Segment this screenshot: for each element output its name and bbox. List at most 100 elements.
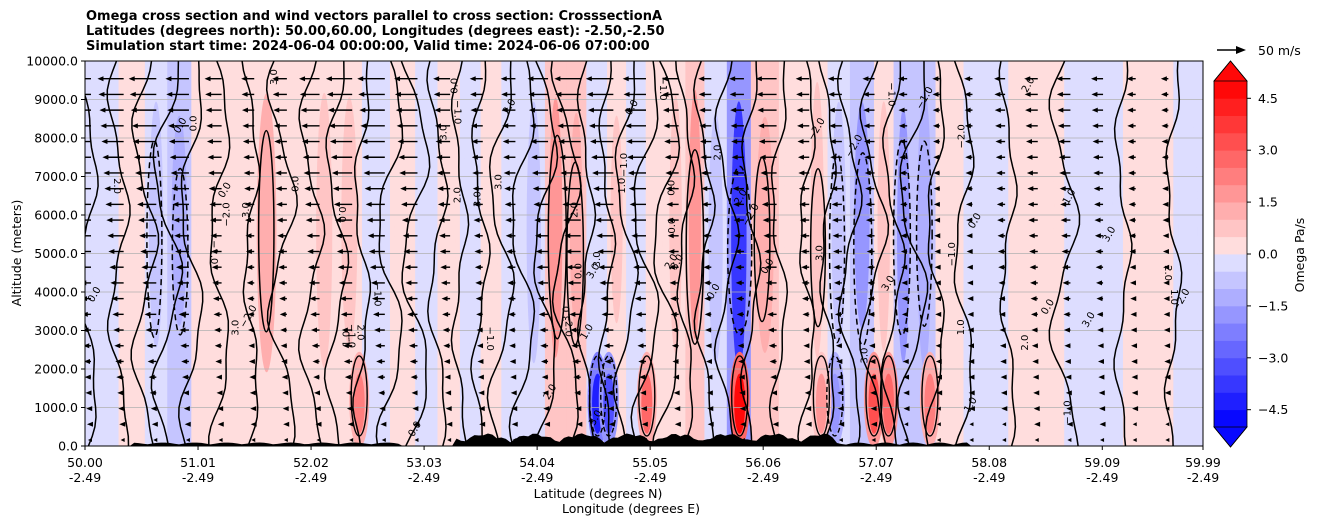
- wind-vector: [1002, 422, 1007, 427]
- contour-label: −1.0: [452, 100, 463, 124]
- wind-vector-head: [475, 280, 482, 286]
- wind-vector-head: [768, 343, 775, 349]
- wind-vector-head: [574, 390, 581, 396]
- y-tick-label: 4000.0: [34, 285, 78, 300]
- wind-vector-head: [1098, 390, 1105, 396]
- wind-vector-head: [502, 123, 509, 129]
- wind-vector-head: [165, 76, 172, 82]
- wind-vector-head: [564, 233, 571, 239]
- wind-vector-head: [561, 186, 568, 192]
- wind-vector-head: [215, 374, 222, 380]
- wind-vector-head: [1161, 91, 1168, 97]
- wind-vector: [936, 422, 941, 427]
- wind-vector-head: [900, 249, 907, 254]
- wind-vector-head: [303, 170, 310, 176]
- wind-vector-head: [1161, 154, 1168, 160]
- contour-label: 0.0: [449, 78, 460, 94]
- contour-label: −2.0: [956, 124, 967, 148]
- wind-vector-head: [147, 358, 154, 364]
- wind-vector-head: [369, 264, 376, 270]
- wind-vector-head: [506, 249, 513, 254]
- wind-vector-head: [334, 217, 341, 223]
- wind-vector-head: [1025, 123, 1032, 129]
- wind-vector-head: [180, 343, 187, 349]
- wind-vector-head: [507, 280, 514, 286]
- wind-vector-head: [1092, 154, 1099, 160]
- wind-vector: [316, 438, 321, 442]
- wind-vector-head: [598, 264, 605, 270]
- wind-vector-head: [441, 296, 448, 302]
- wind-vector-head: [965, 201, 972, 207]
- wind-vector-head: [245, 249, 252, 254]
- wind-vector-head: [733, 201, 740, 207]
- wind-vector-head: [968, 374, 975, 380]
- wind-vector-head: [109, 264, 116, 270]
- wind-vector-head: [328, 123, 335, 129]
- wind-vector-head: [964, 76, 971, 82]
- contour-label: −1.0: [1062, 400, 1073, 424]
- wind-vector-head: [537, 296, 544, 302]
- wind-vector-head: [555, 91, 562, 97]
- wind-vector-head: [1032, 374, 1039, 380]
- wind-vector-head: [636, 327, 643, 333]
- wind-vector-head: [799, 217, 806, 223]
- wind-vector-head: [772, 421, 779, 427]
- wind-vector-head: [501, 91, 508, 97]
- positive-contour: [685, 149, 705, 346]
- wind-vector-head: [1128, 217, 1135, 223]
- wind-vector-head: [671, 343, 678, 349]
- wind-vector-head: [410, 374, 417, 380]
- wind-vector-head: [734, 233, 741, 239]
- wind-vector-head: [760, 170, 767, 176]
- wind-vector: [283, 438, 288, 442]
- wind-vector-head: [477, 358, 484, 364]
- negative-contour: [726, 165, 753, 336]
- wind-vector-head: [664, 139, 671, 145]
- wind-vector-head: [828, 91, 835, 97]
- colorbar-segment: [1214, 81, 1247, 99]
- wind-vector-head: [1162, 249, 1169, 254]
- wind-vector-head: [997, 249, 1004, 254]
- wind-vector-head: [1129, 264, 1136, 270]
- wind-vector-head: [436, 170, 443, 176]
- wind-vector-head: [764, 249, 771, 254]
- wind-vector-head: [639, 374, 646, 380]
- wind-vector-head: [543, 406, 550, 412]
- wind-vector-head: [72, 108, 78, 113]
- wind-vector: [969, 438, 974, 442]
- wind-vector-head: [277, 249, 284, 254]
- wind-vector-head: [105, 201, 112, 207]
- wind-vector-head: [397, 139, 404, 145]
- wind-vector-head: [272, 91, 279, 97]
- wind-vector-head: [131, 123, 138, 129]
- wind-vector-head: [1000, 390, 1007, 396]
- wind-vector-head: [933, 201, 940, 207]
- wind-vector-head: [1093, 170, 1100, 176]
- wind-vector-head: [506, 264, 513, 270]
- wind-vector-head: [554, 76, 561, 82]
- wind-vector: [1034, 438, 1039, 442]
- low-level-contour: [865, 355, 883, 437]
- wind-vector-head: [249, 374, 256, 380]
- wind-vector-head: [377, 374, 384, 380]
- wind-vector-head: [170, 170, 177, 176]
- wind-vector-head: [342, 343, 349, 349]
- wind-vector-head: [341, 327, 348, 333]
- wind-vector-head: [670, 311, 677, 317]
- wind-vector-head: [281, 358, 288, 364]
- wind-vector-head: [827, 76, 834, 82]
- wind-vector-head: [242, 123, 249, 129]
- wind-vector-head: [217, 406, 224, 412]
- wind-vector-head: [994, 76, 1001, 82]
- contour-label: 0.0: [336, 207, 347, 223]
- wind-vector-head: [638, 358, 645, 364]
- colorbar-tick-label: 0.0: [1258, 247, 1278, 262]
- wind-vector-head: [668, 249, 675, 254]
- wind-vector-head: [1161, 107, 1168, 113]
- wind-vector-head: [757, 107, 764, 113]
- wind-vector-head: [302, 139, 309, 145]
- wind-vector-head: [433, 91, 440, 97]
- wind-vector-head: [804, 374, 811, 380]
- y-tick-label: 10000.0: [26, 54, 78, 69]
